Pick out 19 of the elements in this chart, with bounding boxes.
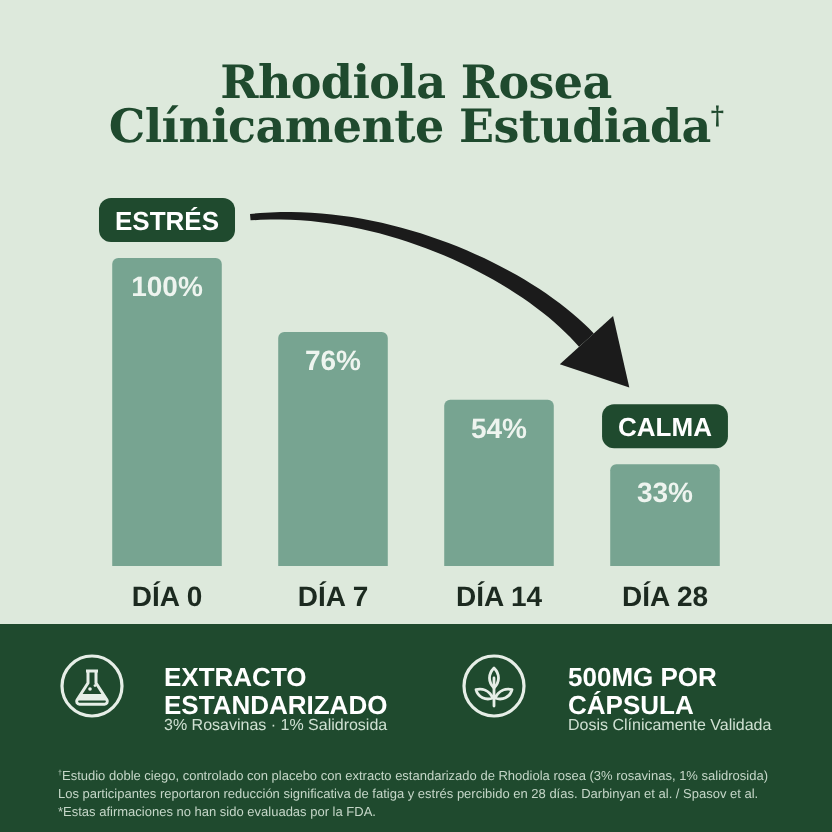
- x-tick-label: DÍA 7: [297, 580, 369, 612]
- data-label: 76%: [304, 343, 363, 376]
- text: 3% Rosavinas · 1% Salidrosida: [164, 716, 388, 736]
- text: 500MG POR CÁPSULA: [568, 662, 717, 720]
- annotation: ESTRÉS: [114, 206, 220, 236]
- bar: [444, 399, 554, 566]
- text: Dosis Clínicamente Validada: [568, 716, 772, 736]
- annotation: CALMA: [618, 412, 714, 443]
- data-label: 100%: [131, 270, 204, 302]
- bar: [610, 464, 720, 566]
- data-label: 54%: [470, 411, 529, 444]
- x-tick-label: DÍA 14: [455, 580, 543, 612]
- text: EXTRACTO ESTANDARIZADO: [164, 662, 388, 720]
- chart-title: Rhodiola Rosea Clínicamente Estudiada$^{†}$: [108, 56, 724, 154]
- bar: [278, 331, 388, 566]
- x-tick-label: DÍA 0: [131, 580, 203, 612]
- x-tick-label: DÍA 28: [621, 580, 709, 612]
- data-label: 33%: [636, 476, 695, 509]
- bar: [112, 258, 222, 566]
